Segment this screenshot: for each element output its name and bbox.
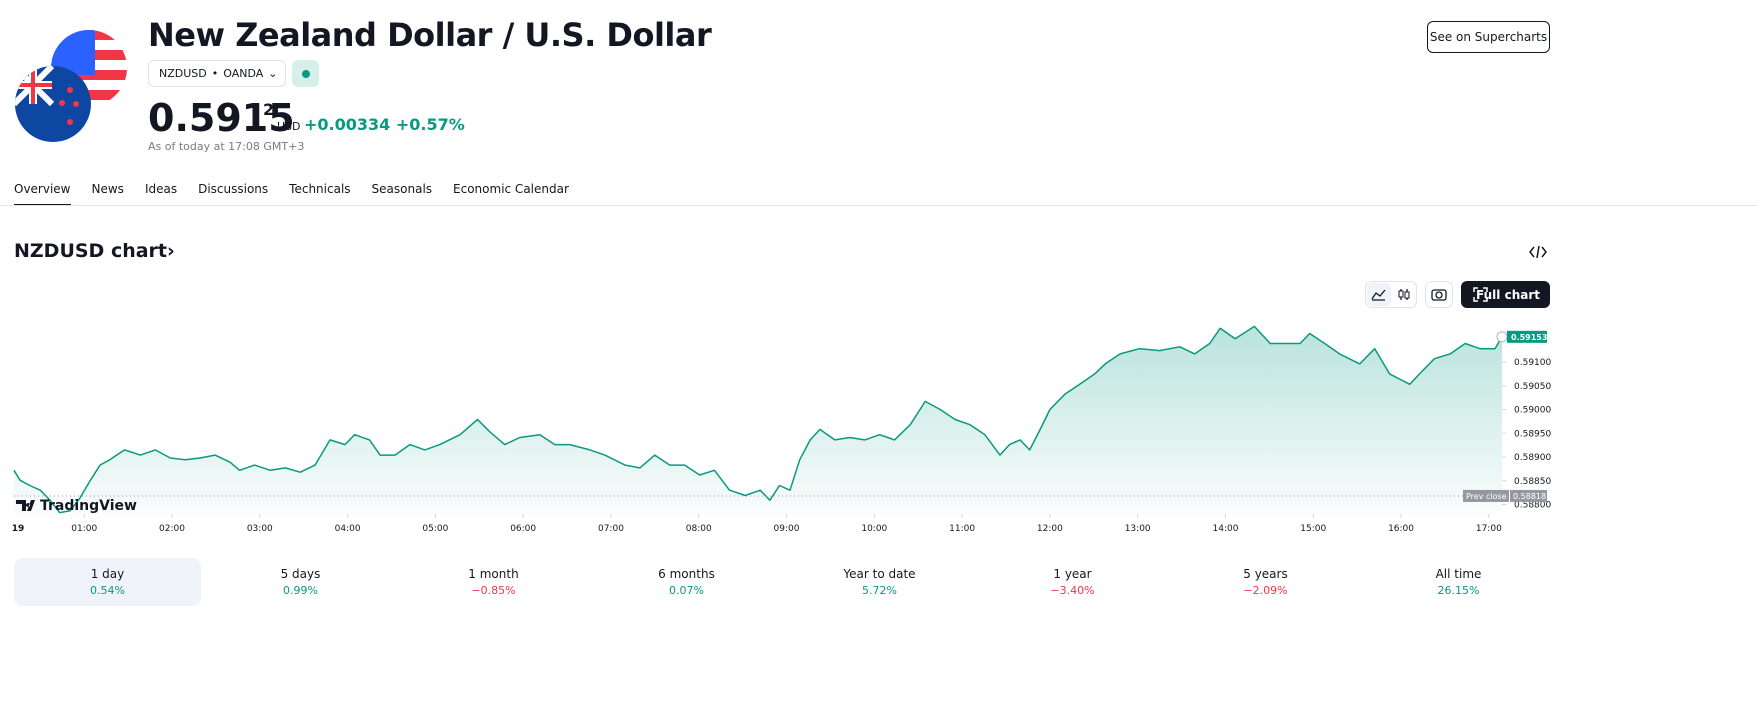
symbol: NZDUSD [159,67,207,80]
x-tick-label: 15:00 [1300,524,1326,534]
divider [0,205,1757,206]
period-card[interactable]: 1 day 0.54% [14,558,201,606]
exchange: OANDA [223,67,264,80]
x-tick-label: 02:00 [159,524,185,534]
chart: 0.58800 0.58850 0.58900 0.58950 0.59000 0.590… [12,325,1551,534]
currency-flags [15,30,127,142]
x-tick-label: 11:00 [949,524,975,534]
period-label: 1 year [1053,567,1092,581]
fullscreen-icon [1473,287,1488,302]
x-tick-label: 17:00 [1476,524,1502,534]
period-card[interactable]: 1 month −0.85% [400,558,587,606]
period-change: 0.99% [283,584,318,597]
tab[interactable]: Economic Calendar [453,182,569,196]
period-change: −2.09% [1243,584,1288,597]
y-tick-label: 0.58850 [1514,477,1551,487]
change: +0.00334 [304,115,391,134]
x-tick-label: 08:00 [686,524,712,534]
x-tick-label: 13:00 [1125,524,1151,534]
period-change: 5.72% [862,584,897,597]
embed-icon[interactable] [1528,244,1548,260]
x-tick-label: 19 [12,524,25,534]
watermark: TradingView [40,498,137,514]
period-card[interactable]: All time 26.15% [1365,558,1552,606]
snapshot-button[interactable] [1425,281,1453,308]
x-tick-label: 10:00 [861,524,887,534]
last-value-label: 0.59153 [1511,333,1547,342]
period-label: 1 day [90,567,125,581]
period-card[interactable]: 6 months 0.07% [593,558,780,606]
x-tick-label: 16:00 [1388,524,1414,534]
y-tick-label: 0.58900 [1514,453,1551,463]
period-label: 5 days [280,567,321,581]
period-cards: 1 day 0.54% 5 days 0.99% 1 month −0.85% 6 mont… [14,558,1558,606]
price-last-digit: 2 [263,100,275,119]
y-tick-label: 0.59100 [1514,358,1551,368]
tab[interactable]: News [91,182,124,196]
prev-close-value: 0.58818 [1513,492,1546,501]
period-label: 5 years [1243,567,1288,581]
period-change: −3.40% [1050,584,1095,597]
chart-style-toggle[interactable] [1365,281,1417,308]
prev-close-badge [1463,489,1509,502]
tab[interactable]: Ideas [144,182,178,196]
x-tick-label: 06:00 [510,524,536,534]
chevron: ⌄ [268,67,278,80]
period-label: All time [1435,567,1482,581]
period-change: 26.15% [1437,584,1480,597]
period-label: 1 month [468,567,519,581]
period-label: 6 months [658,567,715,581]
last-point [1496,331,1508,343]
supercharts-button[interactable]: See on Supercharts [1427,21,1550,53]
separator-dot: • [211,67,219,80]
period-card[interactable]: 5 days 0.99% [207,558,394,606]
x-tick-label: 05:00 [422,524,448,534]
change-percent: +0.57% [395,115,465,134]
price-change: +0.00334 +0.57% [304,115,465,134]
tab[interactable]: Seasonals [371,182,433,196]
x-tick-label: 01:00 [71,524,97,534]
period-change: 0.54% [90,584,125,597]
x-tick-label: 04:00 [335,524,361,534]
period-card[interactable]: 1 year −3.40% [979,558,1166,606]
price: 0.5915 [148,96,295,140]
period-card[interactable]: Year to date 5.72% [786,558,973,606]
period-change: 0.07% [669,584,704,597]
tab[interactable]: Overview [14,182,71,206]
y-tick-label: 0.59000 [1514,406,1551,416]
period-card[interactable]: 5 years −2.09% [1172,558,1359,606]
x-tick-label: 12:00 [1037,524,1063,534]
market-status[interactable] [292,60,319,87]
x-tick-label: 03:00 [247,524,273,534]
y-tick-label: 0.58950 [1514,429,1551,439]
area-fill [14,326,1502,514]
currency: USD [277,120,301,133]
tab[interactable]: Technicals [289,182,351,196]
watermark-logo [16,500,35,511]
tab[interactable]: Discussions [198,182,269,196]
symbol-selector[interactable]: NZDUSD • OANDA ⌄ [148,60,286,87]
period-change: −0.85% [471,584,516,597]
prev-close-label: Prev close [1466,492,1507,501]
x-tick-label: 07:00 [598,524,624,534]
prev-close-value-badge [1510,489,1547,502]
tabs: Overview News Ideas Discussions Technicals Se… [14,182,569,206]
y-tick-label: 0.59050 [1514,382,1551,392]
x-tick-label: 09:00 [774,524,800,534]
full-chart-button[interactable]: Full chart [1461,281,1550,308]
page-title: New Zealand Dollar / U.S. Dollar [148,16,712,54]
period-label: Year to date [843,567,916,581]
x-tick-label: 14:00 [1213,524,1239,534]
price-line [13,325,1503,514]
timestamp: As of today at 17:08 GMT+3 [148,140,305,153]
section-title[interactable]: NZDUSD chart› [14,240,175,262]
y-tick-label: 0.58800 [1514,501,1551,511]
last-value-badge [1507,330,1547,343]
full-chart-label: Full chart [1476,287,1540,302]
